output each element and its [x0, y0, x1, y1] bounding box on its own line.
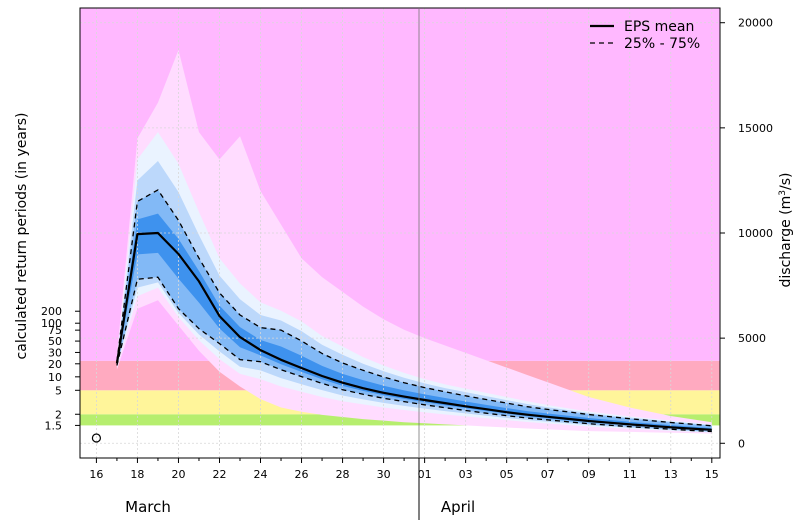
q-tick-label-10000: 10000	[738, 227, 773, 240]
x-tick-label-30: 30	[377, 468, 391, 481]
month-label-april: April	[441, 498, 475, 516]
quartile-25-line	[116, 276, 712, 433]
x-axis: 16 18 20 22 24 26 28 30 01 03 05 07 09 11 13 15	[89, 458, 719, 481]
left-axis-title: calculated return periods (in years)	[14, 113, 30, 360]
q-tick-label-0: 0	[738, 437, 745, 450]
x-tick-label-16: 16	[89, 468, 103, 481]
legend: EPS mean 25% - 75%	[590, 19, 700, 52]
x-tick-label-05: 05	[500, 468, 514, 481]
x-tick-label-15: 15	[705, 468, 719, 481]
rp-tick-label-75: 75	[48, 324, 62, 337]
rp-tick-label-1.5: 1.5	[45, 419, 63, 432]
rp-tick-label-5: 5	[55, 384, 62, 397]
x-tick-label-18: 18	[130, 468, 144, 481]
x-tick-label-22: 22	[212, 468, 226, 481]
rp-tick-label-20: 20	[48, 358, 62, 371]
legend-label-mean: EPS mean	[624, 19, 694, 35]
x-tick-label-03: 03	[459, 468, 473, 481]
q-tick-label-5000: 5000	[738, 332, 766, 345]
rp-tick-label-100: 100	[41, 317, 62, 330]
rp-tick-label-50: 50	[48, 335, 62, 348]
x-tick-label-11: 11	[623, 468, 637, 481]
rp-tick-label-200: 200	[41, 305, 62, 318]
right-axis-discharge: 0 5000 10000 15000 20000	[720, 17, 773, 450]
x-tick-label-09: 09	[582, 468, 596, 481]
x-tick-label-26: 26	[295, 468, 309, 481]
q-tick-label-20000: 20000	[738, 17, 773, 30]
forecast-series	[115, 189, 712, 433]
rp-tick-label-2: 2	[55, 408, 62, 421]
eps-mean-line	[115, 231, 712, 431]
x-tick-label-01: 01	[418, 468, 432, 481]
month-label-march: March	[125, 498, 171, 516]
x-tick-label-07: 07	[541, 468, 555, 481]
q-tick-label-15000: 15000	[738, 122, 773, 135]
x-tick-label-28: 28	[336, 468, 350, 481]
legend-label-quartiles: 25% - 75%	[624, 36, 700, 52]
right-axis-title: discharge (m3/s)	[778, 173, 794, 288]
x-tick-label-24: 24	[254, 468, 268, 481]
quartile-75-line	[116, 189, 712, 427]
rp-tick-label-10: 10	[48, 371, 62, 384]
observed-marker	[91, 433, 102, 443]
x-tick-label-20: 20	[171, 468, 185, 481]
rp-tick-label-30: 30	[48, 346, 62, 359]
x-tick-label-13: 13	[664, 468, 678, 481]
